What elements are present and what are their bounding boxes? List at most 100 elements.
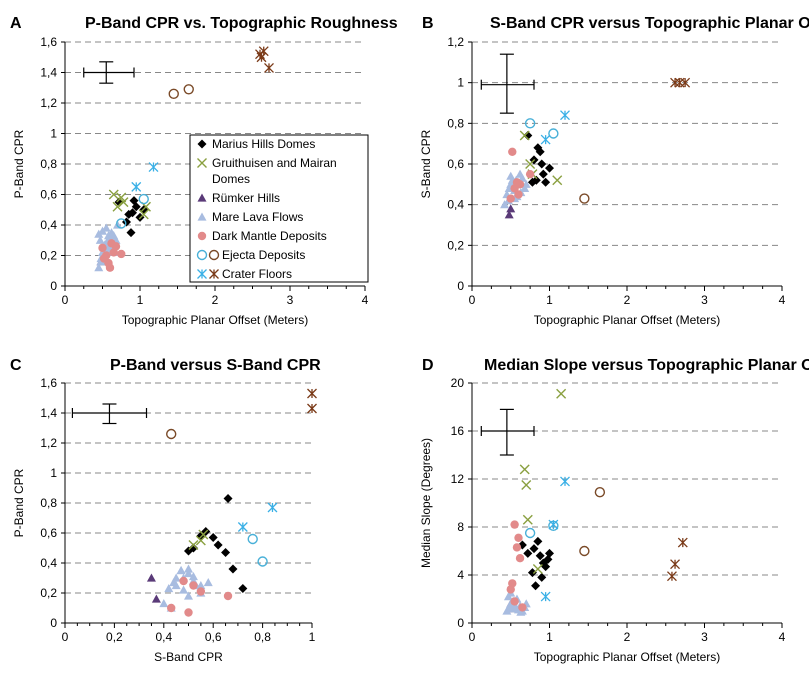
y-tick-label: 16: [451, 424, 465, 438]
data-point: [523, 131, 533, 141]
data-point: [116, 218, 127, 229]
y-tick-label: 0: [457, 616, 464, 630]
x-tick-label: 2: [212, 293, 219, 307]
y-tick-label: 0,4: [40, 556, 57, 570]
y-tick-label: 0: [50, 616, 57, 630]
data-point: [552, 175, 563, 186]
data-point: [267, 502, 278, 513]
x-tick-label: 3: [701, 293, 708, 307]
error-bar: [480, 408, 535, 456]
x-tick-label: 2: [624, 630, 631, 644]
series-crater-old: [670, 77, 691, 88]
data-point: [521, 480, 532, 490]
data-point: [560, 110, 570, 121]
legend-marker: [197, 212, 207, 221]
data-point: [184, 591, 193, 600]
data-point: [98, 243, 107, 253]
data-point: [105, 263, 115, 272]
data-point: [527, 568, 537, 578]
x-axis-label: S-Band CPR: [154, 650, 223, 664]
data-point: [519, 130, 530, 141]
data-point: [131, 181, 142, 192]
legend-marker: [208, 249, 220, 261]
data-point: [504, 210, 514, 219]
y-tick-label: 20: [451, 376, 465, 390]
error-bar: [71, 403, 148, 425]
data-point: [506, 194, 515, 203]
data-point: [247, 533, 258, 545]
data-point: [532, 564, 543, 574]
data-point: [184, 569, 193, 578]
y-tick-label: 0: [50, 279, 57, 293]
chart-title: P-Band versus S-Band CPR: [110, 357, 321, 374]
data-point: [146, 573, 156, 582]
data-point: [198, 529, 209, 540]
series-marius: [517, 536, 554, 591]
data-point: [531, 175, 541, 185]
data-point: [264, 62, 274, 73]
data-point: [238, 584, 248, 593]
series-ejecta-old: [579, 193, 590, 204]
chart-panel-d: D Median Slope versus Topographic Planar …: [419, 357, 809, 664]
series-rumker: [504, 204, 516, 219]
series-ejecta-old: [166, 428, 177, 440]
y-tick-label: 0,2: [447, 238, 464, 252]
series-mare: [159, 564, 213, 612]
data-point: [184, 608, 193, 617]
data-point: [99, 254, 109, 263]
x-tick-label: 1: [309, 630, 316, 644]
series-ejecta-old: [168, 84, 194, 100]
series-ejecta: [116, 193, 149, 229]
data-point: [556, 388, 567, 399]
x-tick-label: 1: [546, 630, 553, 644]
data-point: [179, 576, 188, 586]
x-tick-label: 4: [779, 630, 786, 644]
legend-marker: [197, 193, 207, 202]
legend-item-rumker: Rümker Hills: [197, 191, 280, 205]
y-axis-label: S-Band CPR: [419, 129, 433, 198]
x-axis-label: Topographic Planar Offset (Meters): [122, 313, 309, 327]
x-tick-label: 4: [779, 293, 786, 307]
y-axis-label: P-Band CPR: [12, 129, 26, 198]
panel-letter: D: [422, 357, 434, 374]
data-point: [189, 581, 198, 590]
y-tick-label: 1,4: [40, 406, 57, 420]
series-gruithuisen: [108, 189, 151, 220]
data-point: [506, 171, 516, 180]
series-crater: [131, 162, 159, 192]
data-point: [545, 163, 554, 173]
series-rumker: [146, 573, 161, 603]
series-marius: [523, 131, 554, 187]
data-point: [168, 88, 179, 100]
chart-panel-c: C P-Band versus S-Band CPR 0 0,2 0,4 0,6 0,8 1 1…: [10, 357, 321, 664]
legend-item-marius: Marius Hills Domes: [197, 137, 315, 151]
legend-marker: [197, 158, 207, 168]
data-point: [680, 77, 691, 88]
legend-label: Rümker Hills: [212, 191, 280, 205]
data-point: [94, 229, 104, 238]
data-point: [188, 540, 199, 550]
legend-marker: [196, 249, 208, 261]
series-marius: [114, 196, 149, 238]
data-point: [545, 548, 554, 558]
y-tick-label: 1,2: [447, 35, 464, 49]
data-point: [151, 594, 161, 603]
y-tick-label: 0,6: [447, 157, 464, 171]
data-point: [537, 572, 547, 582]
data-point: [535, 551, 545, 561]
data-point: [221, 548, 231, 557]
data-point: [529, 544, 539, 554]
series-ejecta-old: [579, 487, 606, 557]
data-point: [514, 190, 523, 199]
legend-item-gruithuisen: Gruithuisen and Mairan Domes: [197, 156, 337, 186]
data-point: [257, 556, 268, 567]
data-point: [666, 571, 677, 582]
legend-item-ejecta: Ejecta Deposits: [196, 248, 305, 262]
panel-letter: B: [422, 15, 434, 32]
y-tick-label: 0,6: [40, 526, 57, 540]
data-point: [176, 566, 186, 575]
series-crater-old: [307, 388, 317, 414]
y-axis-label: Median Slope (Degrees): [419, 438, 433, 568]
data-point: [508, 147, 517, 156]
data-point: [166, 428, 177, 440]
